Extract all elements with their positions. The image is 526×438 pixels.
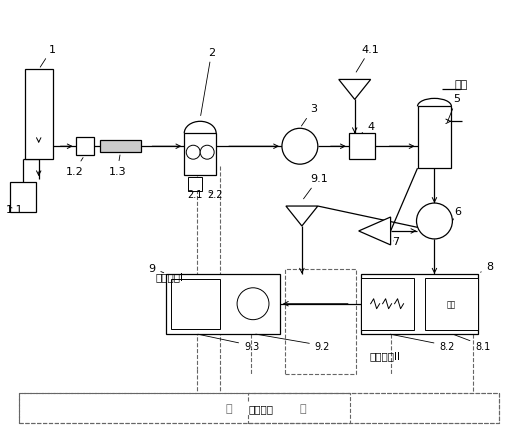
Text: 4: 4: [362, 122, 375, 134]
Bar: [425, 278, 478, 330]
Text: 「: 「: [225, 403, 232, 413]
Text: 控制: 控制: [447, 300, 456, 308]
Text: 9.1: 9.1: [304, 174, 328, 199]
Circle shape: [186, 146, 200, 160]
Text: 空气: 空气: [454, 80, 468, 90]
Bar: [25, 71, 53, 160]
Polygon shape: [339, 80, 371, 100]
Text: 8: 8: [481, 261, 493, 272]
Text: 9: 9: [148, 263, 164, 273]
Polygon shape: [286, 207, 318, 226]
Bar: [349, 134, 375, 160]
Bar: [361, 278, 414, 330]
Circle shape: [282, 129, 318, 165]
Circle shape: [237, 288, 269, 320]
Text: 3: 3: [301, 104, 317, 127]
Bar: [184, 134, 216, 176]
Bar: [76, 138, 94, 156]
Text: 1.3: 1.3: [108, 155, 126, 177]
Text: 1.2: 1.2: [66, 158, 84, 177]
Text: 8.2: 8.2: [390, 335, 455, 351]
Bar: [171, 279, 220, 329]
Text: 4.1: 4.1: [356, 44, 379, 73]
Bar: [248, 394, 499, 424]
Bar: [19, 394, 350, 424]
Text: 2.1: 2.1: [187, 190, 203, 200]
Text: 2.2: 2.2: [207, 190, 222, 200]
Text: 溶液循环: 溶液循环: [248, 403, 273, 413]
Text: 9.2: 9.2: [256, 334, 330, 351]
Bar: [188, 178, 202, 192]
Circle shape: [417, 204, 452, 240]
Text: 8.1: 8.1: [454, 335, 491, 351]
Bar: [166, 274, 280, 334]
Circle shape: [200, 146, 214, 160]
Bar: [10, 183, 36, 212]
Text: 5: 5: [448, 94, 460, 123]
Text: 2: 2: [201, 47, 215, 117]
Text: 1: 1: [40, 44, 56, 68]
Bar: [418, 107, 451, 169]
Text: 成分检测II: 成分检测II: [370, 351, 401, 361]
Bar: [99, 141, 141, 153]
Text: 成分检测I: 成分检测I: [155, 271, 184, 281]
Text: 」: 」: [300, 403, 307, 413]
Text: 7: 7: [392, 237, 400, 246]
Text: 6: 6: [452, 207, 461, 222]
Text: 1.1: 1.1: [6, 205, 24, 215]
Bar: [19, 394, 499, 424]
Bar: [361, 274, 478, 334]
Polygon shape: [359, 218, 391, 245]
Bar: [285, 269, 356, 374]
Text: 9.3: 9.3: [198, 335, 259, 351]
